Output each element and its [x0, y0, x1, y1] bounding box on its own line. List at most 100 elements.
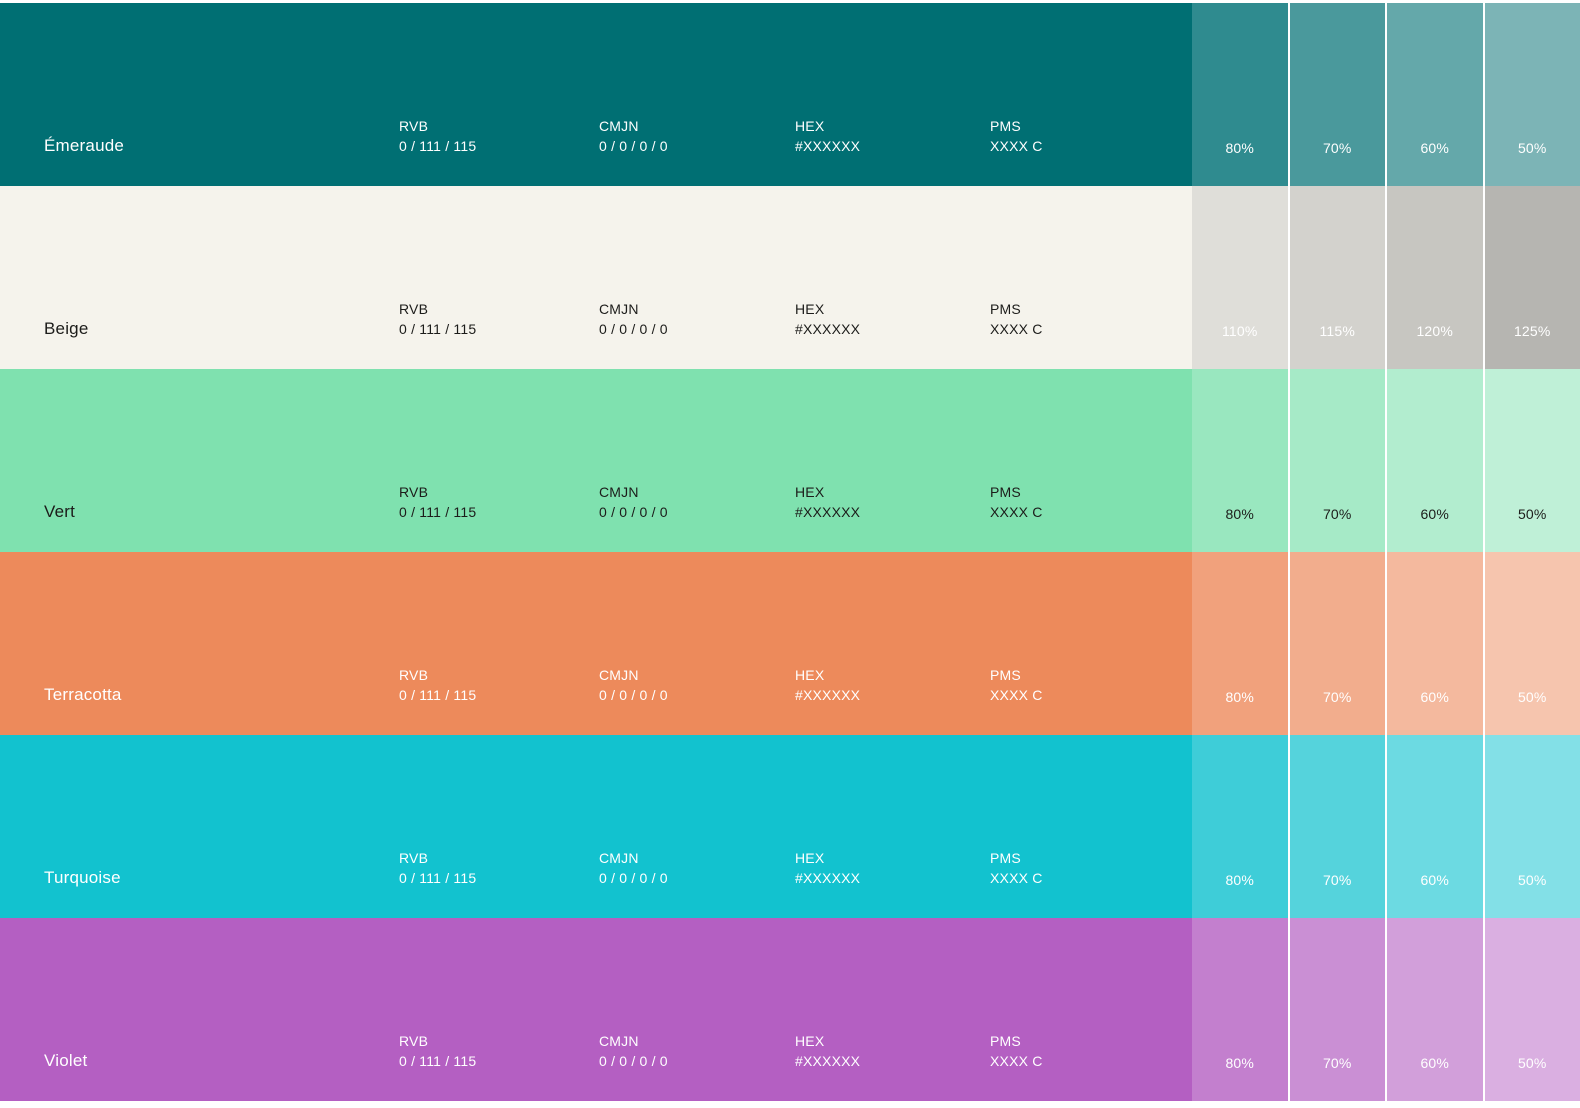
spec-label: PMS	[990, 850, 1021, 866]
tint-label: 50%	[1517, 140, 1547, 156]
spec-value: XXXX C	[990, 1052, 1043, 1069]
spec-value: #XXXXXX	[795, 869, 861, 886]
tint-label: 50%	[1517, 689, 1547, 705]
spec-label: HEX	[795, 301, 825, 317]
tint-swatch: 50%	[1482, 3, 1580, 186]
spec-pms: PMS XXXX C	[990, 918, 1192, 1101]
spec-label: RVB	[399, 118, 429, 134]
spec-label: HEX	[795, 667, 825, 683]
spec-value: 0 / 0 / 0 / 0	[599, 320, 668, 337]
spec-label: CMJN	[599, 667, 639, 683]
spec-value: 0 / 0 / 0 / 0	[599, 1052, 668, 1069]
spec-label: CMJN	[599, 301, 639, 317]
spec-label: RVB	[399, 850, 429, 866]
tint-swatch: 50%	[1482, 918, 1580, 1101]
tint-label: 80%	[1225, 140, 1255, 156]
spec-hex: HEX #XXXXXX	[795, 3, 990, 186]
spec-cmjn: CMJN 0 / 0 / 0 / 0	[599, 369, 795, 552]
tint-swatches: 110% 115% 120% 125%	[1192, 186, 1580, 369]
tint-swatch: 60%	[1385, 369, 1483, 552]
spec-label: HEX	[795, 850, 825, 866]
spec-hex: HEX #XXXXXX	[795, 918, 990, 1101]
spec-label: RVB	[399, 301, 429, 317]
tint-swatch: 80%	[1192, 369, 1288, 552]
spec-label: RVB	[399, 1033, 429, 1049]
spec-hex: HEX #XXXXXX	[795, 369, 990, 552]
spec-value: 0 / 111 / 115	[399, 869, 477, 886]
tint-label: 125%	[1513, 323, 1551, 339]
tint-swatch: 120%	[1385, 186, 1483, 369]
spec-label: HEX	[795, 118, 825, 134]
tint-swatch: 110%	[1192, 186, 1288, 369]
tint-swatch: 60%	[1385, 735, 1483, 918]
spec-label: CMJN	[599, 484, 639, 500]
spec-pms: PMS XXXX C	[990, 186, 1192, 369]
color-name: Émeraude	[44, 136, 125, 155]
tint-swatch: 60%	[1385, 918, 1483, 1101]
color-name-cell: Turquoise	[0, 735, 399, 918]
spec-cmjn: CMJN 0 / 0 / 0 / 0	[599, 186, 795, 369]
spec-pms: PMS XXXX C	[990, 552, 1192, 735]
spec-pms: PMS XXXX C	[990, 369, 1192, 552]
tint-swatches: 80% 70% 60% 50%	[1192, 552, 1580, 735]
spec-rvb: RVB 0 / 111 / 115	[399, 735, 599, 918]
color-name: Violet	[44, 1051, 88, 1070]
spec-value: 0 / 111 / 115	[399, 320, 477, 337]
tint-label: 50%	[1517, 872, 1547, 888]
tint-swatch: 115%	[1287, 186, 1385, 369]
color-name: Beige	[44, 319, 89, 338]
spec-hex: HEX #XXXXXX	[795, 186, 990, 369]
spec-value: 0 / 111 / 115	[399, 686, 477, 703]
tint-label: 60%	[1420, 506, 1450, 522]
spec-value: XXXX C	[990, 320, 1043, 337]
tint-swatch: 80%	[1192, 3, 1288, 186]
color-row: Vert RVB 0 / 111 / 115 CMJN 0 / 0 / 0 / …	[0, 369, 1580, 552]
spec-rvb: RVB 0 / 111 / 115	[399, 918, 599, 1101]
spec-value: #XXXXXX	[795, 686, 861, 703]
tint-swatch: 60%	[1385, 552, 1483, 735]
tint-swatch: 70%	[1287, 735, 1385, 918]
color-name-cell: Violet	[0, 918, 399, 1101]
tint-swatches: 80% 70% 60% 50%	[1192, 918, 1580, 1101]
color-row: Beige RVB 0 / 111 / 115 CMJN 0 / 0 / 0 /…	[0, 186, 1580, 369]
tint-label: 110%	[1221, 323, 1258, 339]
spec-label: PMS	[990, 484, 1021, 500]
color-row: Violet RVB 0 / 111 / 115 CMJN 0 / 0 / 0 …	[0, 918, 1580, 1101]
tint-label: 115%	[1319, 323, 1356, 339]
spec-cmjn: CMJN 0 / 0 / 0 / 0	[599, 735, 795, 918]
spec-value: XXXX C	[990, 686, 1043, 703]
tint-label: 60%	[1420, 140, 1450, 156]
tint-swatch: 70%	[1287, 369, 1385, 552]
spec-value: 0 / 0 / 0 / 0	[599, 869, 668, 886]
tint-label: 60%	[1420, 689, 1450, 705]
spec-cmjn: CMJN 0 / 0 / 0 / 0	[599, 3, 795, 186]
tint-label: 80%	[1225, 872, 1255, 888]
spec-hex: HEX #XXXXXX	[795, 552, 990, 735]
spec-value: XXXX C	[990, 869, 1043, 886]
spec-value: #XXXXXX	[795, 503, 861, 520]
spec-value: 0 / 0 / 0 / 0	[599, 503, 668, 520]
spec-cmjn: CMJN 0 / 0 / 0 / 0	[599, 552, 795, 735]
spec-cmjn: CMJN 0 / 0 / 0 / 0	[599, 918, 795, 1101]
color-name: Turquoise	[44, 868, 121, 887]
tint-label: 80%	[1225, 1055, 1255, 1071]
spec-value: #XXXXXX	[795, 320, 861, 337]
tint-label: 70%	[1322, 872, 1352, 888]
spec-value: 0 / 0 / 0 / 0	[599, 137, 668, 154]
color-name: Terracotta	[44, 685, 122, 704]
tint-swatches: 80% 70% 60% 50%	[1192, 369, 1580, 552]
tint-label: 70%	[1322, 1055, 1352, 1071]
spec-rvb: RVB 0 / 111 / 115	[399, 552, 599, 735]
spec-label: PMS	[990, 1033, 1021, 1049]
tint-label: 70%	[1322, 506, 1352, 522]
spec-value: #XXXXXX	[795, 1052, 861, 1069]
tint-swatch: 80%	[1192, 552, 1288, 735]
tint-label: 60%	[1420, 1055, 1450, 1071]
tint-label: 70%	[1322, 140, 1352, 156]
tint-label: 80%	[1225, 689, 1255, 705]
spec-label: RVB	[399, 667, 429, 683]
spec-value: 0 / 111 / 115	[399, 503, 477, 520]
color-row: Terracotta RVB 0 / 111 / 115 CMJN 0 / 0 …	[0, 552, 1580, 735]
tint-label: 50%	[1517, 1055, 1547, 1071]
